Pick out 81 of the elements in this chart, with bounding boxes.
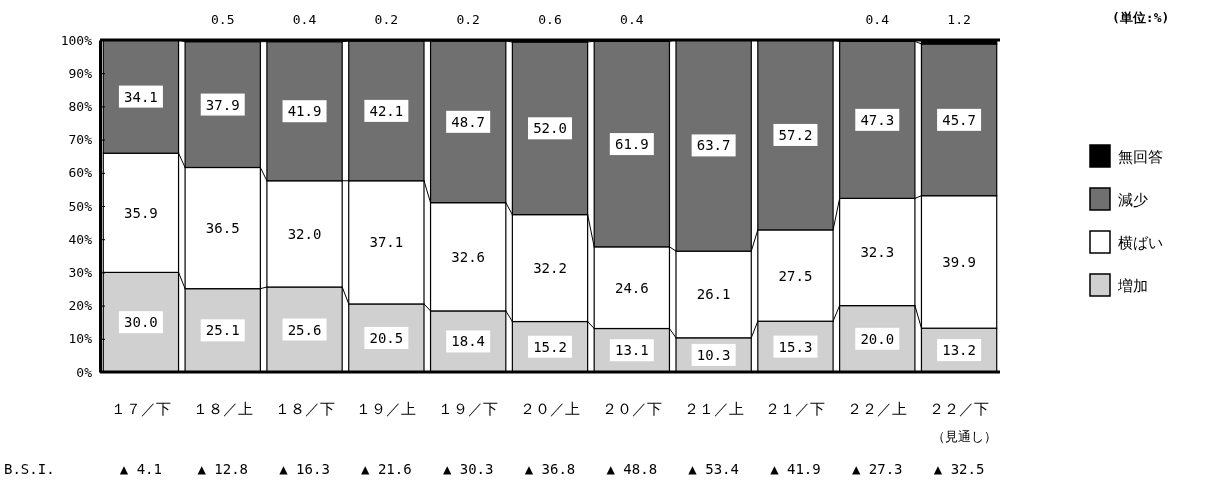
data-label: 41.9 xyxy=(287,103,322,120)
text: ▲ 21.6 xyxy=(361,461,412,477)
data-label: 0.4 xyxy=(620,12,644,27)
data-label: 26.1 xyxy=(696,286,731,303)
data-label: 15.3 xyxy=(778,338,813,355)
data-label: 37.9 xyxy=(205,96,240,113)
data-label: 0.6 xyxy=(538,12,562,27)
data-label: 63.7 xyxy=(696,137,731,154)
data-label: 20.5 xyxy=(369,329,404,346)
legend-label: 増加 xyxy=(1117,277,1148,295)
y-tick-label: 20% xyxy=(68,298,93,314)
data-label: 25.6 xyxy=(287,321,322,338)
data-label: 48.7 xyxy=(451,113,486,130)
legend-label: 横ばい xyxy=(1118,234,1163,252)
data-label: 15.2 xyxy=(533,338,567,355)
data-label: 0.2 xyxy=(456,12,480,27)
text: ▲ 30.3 xyxy=(442,461,494,477)
data-label: 0.4 xyxy=(865,12,890,27)
text: ▲ 32.5 xyxy=(933,461,985,477)
x-tick-label: ２０／下 xyxy=(601,399,662,418)
data-label: 47.3 xyxy=(860,111,895,128)
data-label: 34.1 xyxy=(124,88,158,105)
data-label: 13.2 xyxy=(942,342,976,359)
x-tick-label: １８／下 xyxy=(274,399,335,418)
data-label: 36.5 xyxy=(205,220,240,237)
data-label: 32.6 xyxy=(451,248,486,265)
text: ▲ 4.1 xyxy=(119,461,162,477)
x-tick-label: １７／下 xyxy=(110,399,171,418)
data-label: 35.9 xyxy=(124,204,158,221)
text: ▲ 48.8 xyxy=(606,461,658,477)
text: ▲ 36.8 xyxy=(524,461,576,477)
data-label: 0.5 xyxy=(210,12,235,27)
y-tick-label: 70% xyxy=(68,132,93,148)
text: ▲ 41.9 xyxy=(770,461,821,477)
data-label: 42.1 xyxy=(369,102,404,119)
data-label: 30.0 xyxy=(124,314,158,331)
data-label: 45.7 xyxy=(942,111,976,128)
x-tick-label: ２２／下 xyxy=(929,399,990,418)
y-tick-label: 50% xyxy=(68,198,93,214)
text: ▲ 27.3 xyxy=(851,461,903,477)
y-tick-label: 10% xyxy=(68,331,93,347)
text: （見通し） xyxy=(931,429,997,444)
data-label: 0.4 xyxy=(292,12,317,27)
data-label: 1.2 xyxy=(947,12,971,27)
text: ▲ 16.3 xyxy=(279,461,330,477)
text: B.S.I. xyxy=(4,461,55,477)
data-label: 32.3 xyxy=(860,243,895,260)
y-tick-label: 80% xyxy=(68,99,93,115)
y-tick-label: 90% xyxy=(68,65,93,81)
y-tick-label: 100% xyxy=(60,32,93,48)
y-tick-label: 60% xyxy=(68,165,93,181)
text: ▲ 12.8 xyxy=(197,461,249,477)
data-label: 32.2 xyxy=(533,260,567,277)
text: (単位:%) xyxy=(1112,10,1170,25)
data-label: 37.1 xyxy=(369,234,404,251)
data-label: 57.2 xyxy=(778,126,813,143)
data-label: 52.0 xyxy=(533,120,567,137)
data-label: 32.0 xyxy=(287,225,322,242)
data-label: 24.6 xyxy=(614,279,649,296)
data-label: 13.1 xyxy=(614,342,649,359)
data-label: 20.0 xyxy=(860,330,895,347)
x-tick-label: １８／上 xyxy=(192,399,253,418)
x-tick-label: １９／下 xyxy=(438,399,499,418)
data-label: 27.5 xyxy=(778,267,813,284)
y-tick-label: 30% xyxy=(68,265,93,281)
legend-label: 減少 xyxy=(1118,191,1148,209)
data-label: 18.4 xyxy=(451,333,486,350)
y-tick-label: 0% xyxy=(76,364,93,380)
data-label: 0.2 xyxy=(374,12,399,27)
x-tick-label: ２１／上 xyxy=(683,399,744,418)
legend-label: 無回答 xyxy=(1118,148,1163,166)
data-label: 39.9 xyxy=(942,253,976,270)
data-label: 10.3 xyxy=(696,346,731,363)
x-tick-label: ２１／下 xyxy=(765,399,826,418)
y-tick-label: 40% xyxy=(68,231,93,247)
x-tick-label: １９／上 xyxy=(356,399,417,418)
data-label: 25.1 xyxy=(205,322,240,339)
text: ▲ 53.4 xyxy=(688,461,739,477)
x-tick-label: ２０／上 xyxy=(520,399,580,418)
data-label: 61.9 xyxy=(614,136,649,153)
x-tick-label: ２２／上 xyxy=(847,399,908,418)
